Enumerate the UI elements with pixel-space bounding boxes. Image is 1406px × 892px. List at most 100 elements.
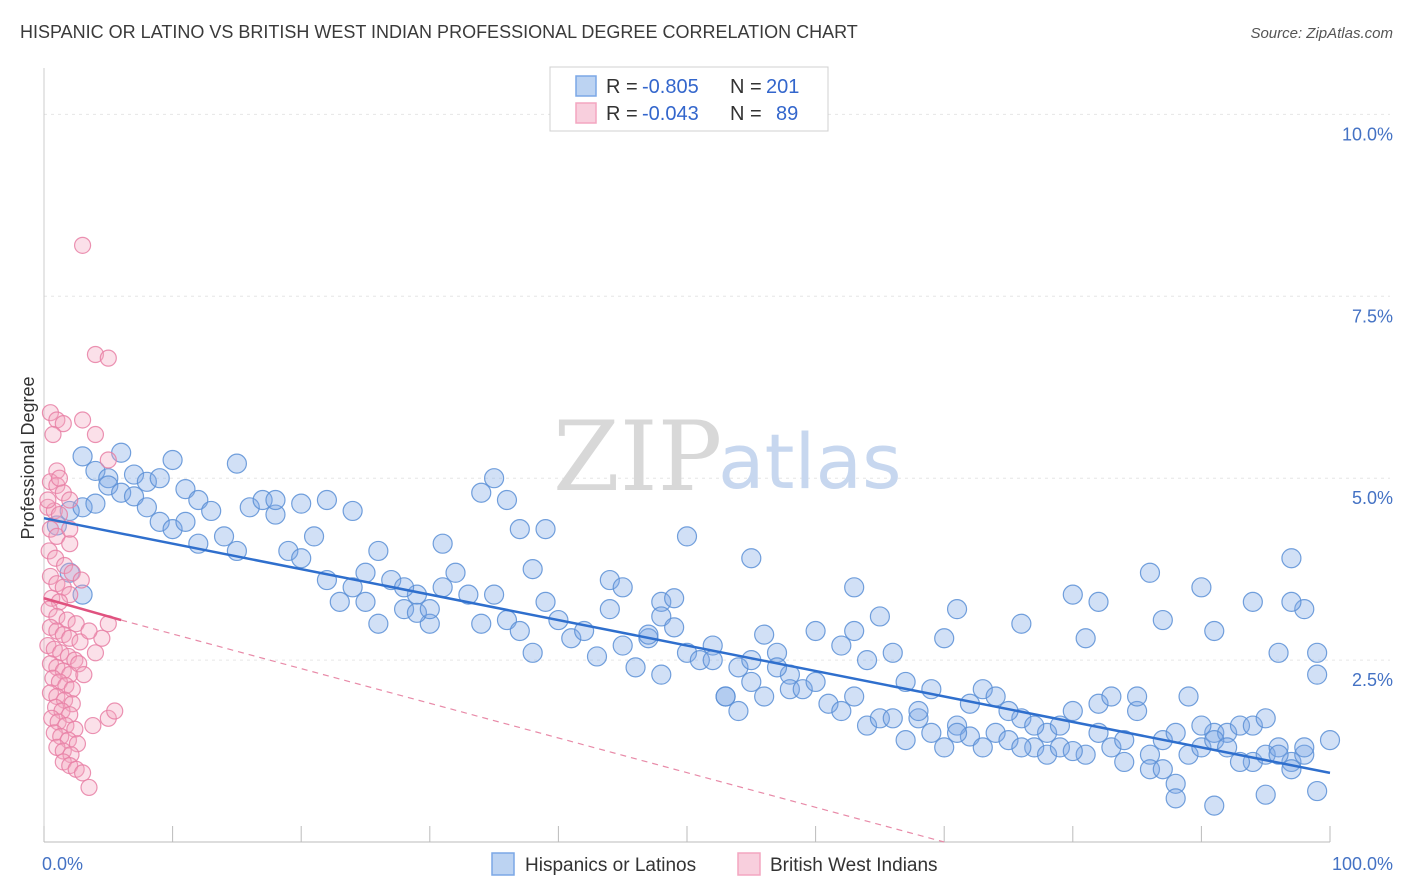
hispanic-point-72 xyxy=(484,468,505,489)
hispanic-point-100 xyxy=(792,679,813,700)
hispanic-point-76 xyxy=(535,519,556,540)
hispanic-point-40 xyxy=(175,511,196,532)
hispanic-point-145 xyxy=(1114,751,1135,773)
hispanic-point-183 xyxy=(1062,584,1083,605)
bwi-point-1 xyxy=(86,345,105,364)
chart-source: Source: ZipAtlas.com xyxy=(1250,25,1393,42)
hispanic-point-28 xyxy=(278,540,299,562)
hispanic-point-38 xyxy=(419,613,440,634)
bwi-point-86 xyxy=(75,666,93,684)
hispanic-point-170 xyxy=(1178,686,1199,707)
watermark-zip: ZIP xyxy=(553,401,722,513)
bottom-legend-label-bwi: British West Indians xyxy=(770,855,938,876)
hispanic-point-189 xyxy=(1294,599,1315,620)
hispanic-point-12 xyxy=(85,493,106,514)
hispanic-point-198 xyxy=(1255,784,1276,805)
hispanic-point-4 xyxy=(123,464,145,485)
hispanic-point-45 xyxy=(303,526,325,547)
hispanic-point-142 xyxy=(1075,744,1096,765)
hispanic-point-31 xyxy=(329,591,350,612)
hispanic-point-52 xyxy=(419,599,440,620)
hispanic-point-71 xyxy=(496,489,518,511)
hispanic-point-95 xyxy=(728,700,749,722)
hispanic-point-193 xyxy=(1281,548,1302,569)
watermark-atlas: atlas xyxy=(718,417,902,506)
hispanic-point-65 xyxy=(599,599,620,620)
x-axis-ticks xyxy=(43,826,1331,842)
hispanic-point-182 xyxy=(1011,613,1032,634)
hispanic-point-7 xyxy=(162,449,183,471)
hispanic-point-169 xyxy=(1294,744,1315,765)
hispanic-point-9 xyxy=(188,489,209,511)
bwi-point-7 xyxy=(86,425,105,444)
hispanic-point-123 xyxy=(959,726,981,747)
data-points xyxy=(39,236,1341,816)
bwi-point-31 xyxy=(48,607,66,626)
hispanic-point-29 xyxy=(291,548,312,569)
watermark: ZIP atlas xyxy=(553,401,902,513)
hispanic-point-117 xyxy=(882,642,903,663)
hispanic-point-138 xyxy=(1024,715,1045,736)
bottom-legend-swatch-hispanic xyxy=(491,852,515,876)
y-axis-tick-labels: 2.5% 5.0% 7.5% 10.0% xyxy=(1342,124,1393,690)
bwi-point-23 xyxy=(63,564,81,582)
hispanic-point-53 xyxy=(445,562,466,583)
hispanic-point-175 xyxy=(1242,715,1263,736)
hispanic-point-18 xyxy=(162,519,183,540)
hispanic-point-110 xyxy=(676,526,698,547)
hispanic-point-14 xyxy=(111,482,132,503)
hispanic-point-47 xyxy=(342,500,363,522)
hispanic-point-85 xyxy=(728,657,749,678)
hispanic-trend-line xyxy=(43,516,1331,775)
hispanic-point-191 xyxy=(1268,642,1289,663)
legend-n-label-2: N = xyxy=(730,103,762,125)
bwi-point-66 xyxy=(68,735,87,753)
hispanic-point-66 xyxy=(612,635,633,656)
hispanic-point-41 xyxy=(201,500,222,522)
hispanic-point-44 xyxy=(291,493,312,514)
hispanic-point-46 xyxy=(316,489,338,511)
hispanic-point-192 xyxy=(1281,591,1302,612)
hispanic-point-16 xyxy=(136,497,157,518)
hispanic-point-188 xyxy=(1242,591,1263,612)
hispanic-point-90 xyxy=(638,624,659,645)
hispanic-point-187 xyxy=(1204,620,1225,642)
hispanic-point-23 xyxy=(213,526,235,547)
hispanic-point-34 xyxy=(368,613,389,634)
hispanic-point-59 xyxy=(522,642,543,663)
hispanic-point-54 xyxy=(458,584,479,605)
hispanic-point-163 xyxy=(1217,722,1238,743)
hispanic-point-158 xyxy=(1152,759,1173,780)
x-axis-tick-labels: 0.0% 100.0% xyxy=(42,854,1393,874)
hispanic-point-139 xyxy=(1036,744,1058,765)
bottom-legend: Hispanics or Latinos British West Indian… xyxy=(491,852,938,876)
hispanic-point-13 xyxy=(98,475,119,496)
trend-lines xyxy=(43,516,1331,843)
y-tick-label-2: 7.5% xyxy=(1352,306,1393,326)
hispanic-point-55 xyxy=(471,613,492,634)
hispanic-point-70 xyxy=(509,519,530,540)
bwi-point-0 xyxy=(73,236,92,254)
hispanic-point-113 xyxy=(831,635,852,656)
legend-swatch-pink xyxy=(575,102,597,124)
hispanic-point-195 xyxy=(1319,730,1341,751)
bwi-point-83 xyxy=(50,469,69,487)
bwi-point-8 xyxy=(99,451,117,469)
legend-n-value-2: 89 xyxy=(776,103,798,125)
bwi-point-21 xyxy=(46,549,65,567)
bwi-point-78 xyxy=(93,629,111,647)
hispanic-point-196 xyxy=(1165,788,1186,809)
hispanic-point-94 xyxy=(715,686,736,707)
hispanic-point-104 xyxy=(844,686,865,707)
grid-lines xyxy=(44,113,1390,661)
hispanic-point-92 xyxy=(664,617,685,638)
hispanic-point-105 xyxy=(856,715,878,736)
bwi-point-81 xyxy=(39,491,57,509)
y-tick-label-0: 2.5% xyxy=(1352,670,1393,690)
hispanic-point-156 xyxy=(1126,686,1148,707)
hispanic-point-111 xyxy=(741,548,762,569)
hispanic-point-176 xyxy=(1255,708,1276,729)
hispanic-point-6 xyxy=(149,468,170,489)
hispanic-point-177 xyxy=(1268,744,1289,765)
